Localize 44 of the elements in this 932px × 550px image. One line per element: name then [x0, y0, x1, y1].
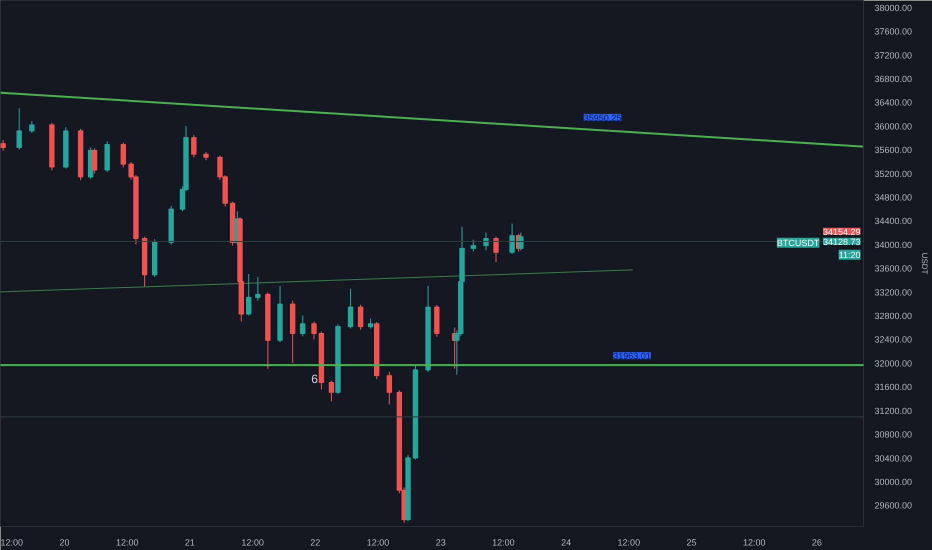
y-tick-label: 37600.00	[874, 26, 912, 37]
y-tick-label: 37200.00	[874, 50, 912, 60]
annotation: 35950.25	[584, 112, 622, 123]
y-tick-label: 29600.00	[874, 500, 912, 511]
y-tick-label: 34800.00	[874, 192, 912, 203]
y-tick-label: 35200.00	[874, 168, 912, 179]
x-tick-label: 12:00	[492, 538, 515, 548]
x-tick-label: 25	[686, 538, 697, 548]
y-tick-label: 30400.00	[874, 453, 912, 464]
x-tick-label: 26	[812, 538, 822, 548]
x-tick-label: 12:00	[618, 538, 640, 548]
annotation: BTCUSDT	[776, 238, 820, 248]
x-tick-label: 12:00	[241, 538, 264, 548]
y-tick-label: 34000.00	[874, 240, 912, 250]
x-tick-label: 12:00	[116, 538, 138, 548]
y-tick-label: 35600.00	[874, 145, 912, 156]
y-tick-label: 31200.00	[874, 406, 912, 416]
y-tick-label: 36800.00	[874, 74, 912, 84]
x-tick-label: 23	[436, 538, 446, 548]
y-tick-label: 32000.00	[874, 358, 912, 368]
x-tick-label: 12:00	[0, 538, 24, 548]
y-tick-label: 30000.00	[874, 476, 912, 487]
y-tick-label: 33600.00	[874, 264, 912, 274]
x-tick-label: 20	[60, 538, 70, 548]
y-axis-title: USDT	[920, 252, 930, 274]
annotation: 34128.73	[822, 236, 861, 247]
annotation: 34154.29	[822, 226, 861, 237]
annotation: 11:20	[838, 250, 861, 260]
y-tick-label: 34400.00	[874, 216, 912, 226]
y-tick-label: 30800.00	[874, 430, 912, 440]
x-tick-label: 12:00	[742, 538, 766, 548]
y-tick-label: 32400.00	[874, 334, 912, 345]
ref-line-label: 31963.01	[613, 351, 651, 362]
x-tick-label: 24	[561, 538, 572, 548]
x-tick-label: 12:00	[366, 538, 390, 548]
x-tick-label: 22	[310, 538, 320, 548]
y-tick-label: 31600.00	[874, 382, 912, 392]
annotation: 6	[311, 372, 318, 386]
y-tick-label: 36000.00	[874, 121, 912, 132]
y-tick-label: 38000.00	[874, 2, 912, 13]
y-tick-label: 33200.00	[874, 287, 912, 298]
y-tick-label: 32800.00	[874, 311, 912, 322]
y-tick-label: 36400.00	[874, 98, 912, 108]
x-tick-label: 21	[184, 538, 195, 548]
